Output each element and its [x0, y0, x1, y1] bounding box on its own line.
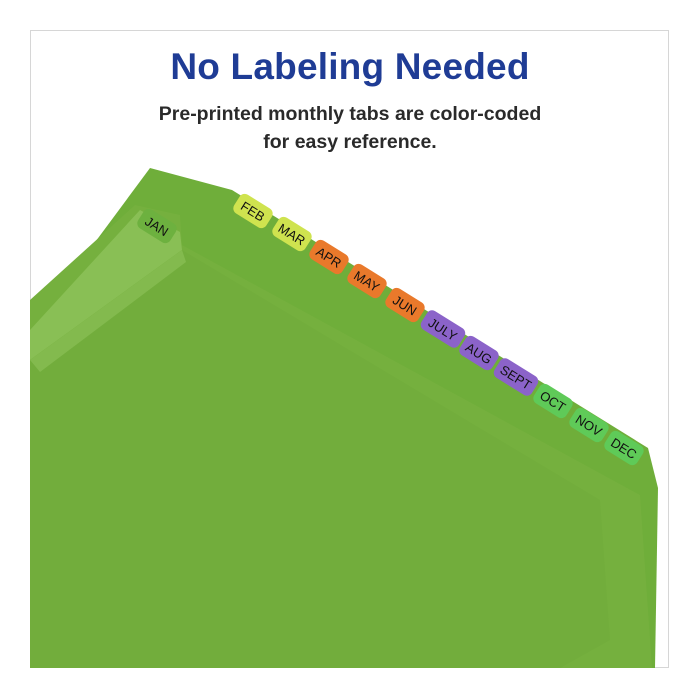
tab-shape [459, 335, 499, 371]
tab-shape [347, 263, 387, 299]
tab-shape [493, 358, 539, 396]
front-divider-sheet [30, 210, 182, 360]
pocket-edge [30, 250, 186, 372]
front-pocket [30, 250, 610, 668]
tab-shape [137, 208, 177, 244]
tab-shape [309, 239, 349, 275]
tab-shape [569, 407, 609, 443]
subheadline: Pre-printed monthly tabs are color-coded… [0, 100, 700, 156]
headline: No Labeling Needed [170, 46, 530, 87]
tab-shape [604, 430, 644, 466]
subheadline-line-1: Pre-printed monthly tabs are color-coded [158, 103, 542, 125]
tab-shape [233, 193, 273, 229]
tab-shape [385, 287, 425, 323]
tab-shape [420, 310, 466, 348]
tab-shape [272, 216, 312, 252]
tab-mar[interactable]: MAR [270, 215, 314, 254]
tab-shape [533, 383, 573, 419]
subheadline-line-2: for easy reference. [263, 131, 437, 153]
